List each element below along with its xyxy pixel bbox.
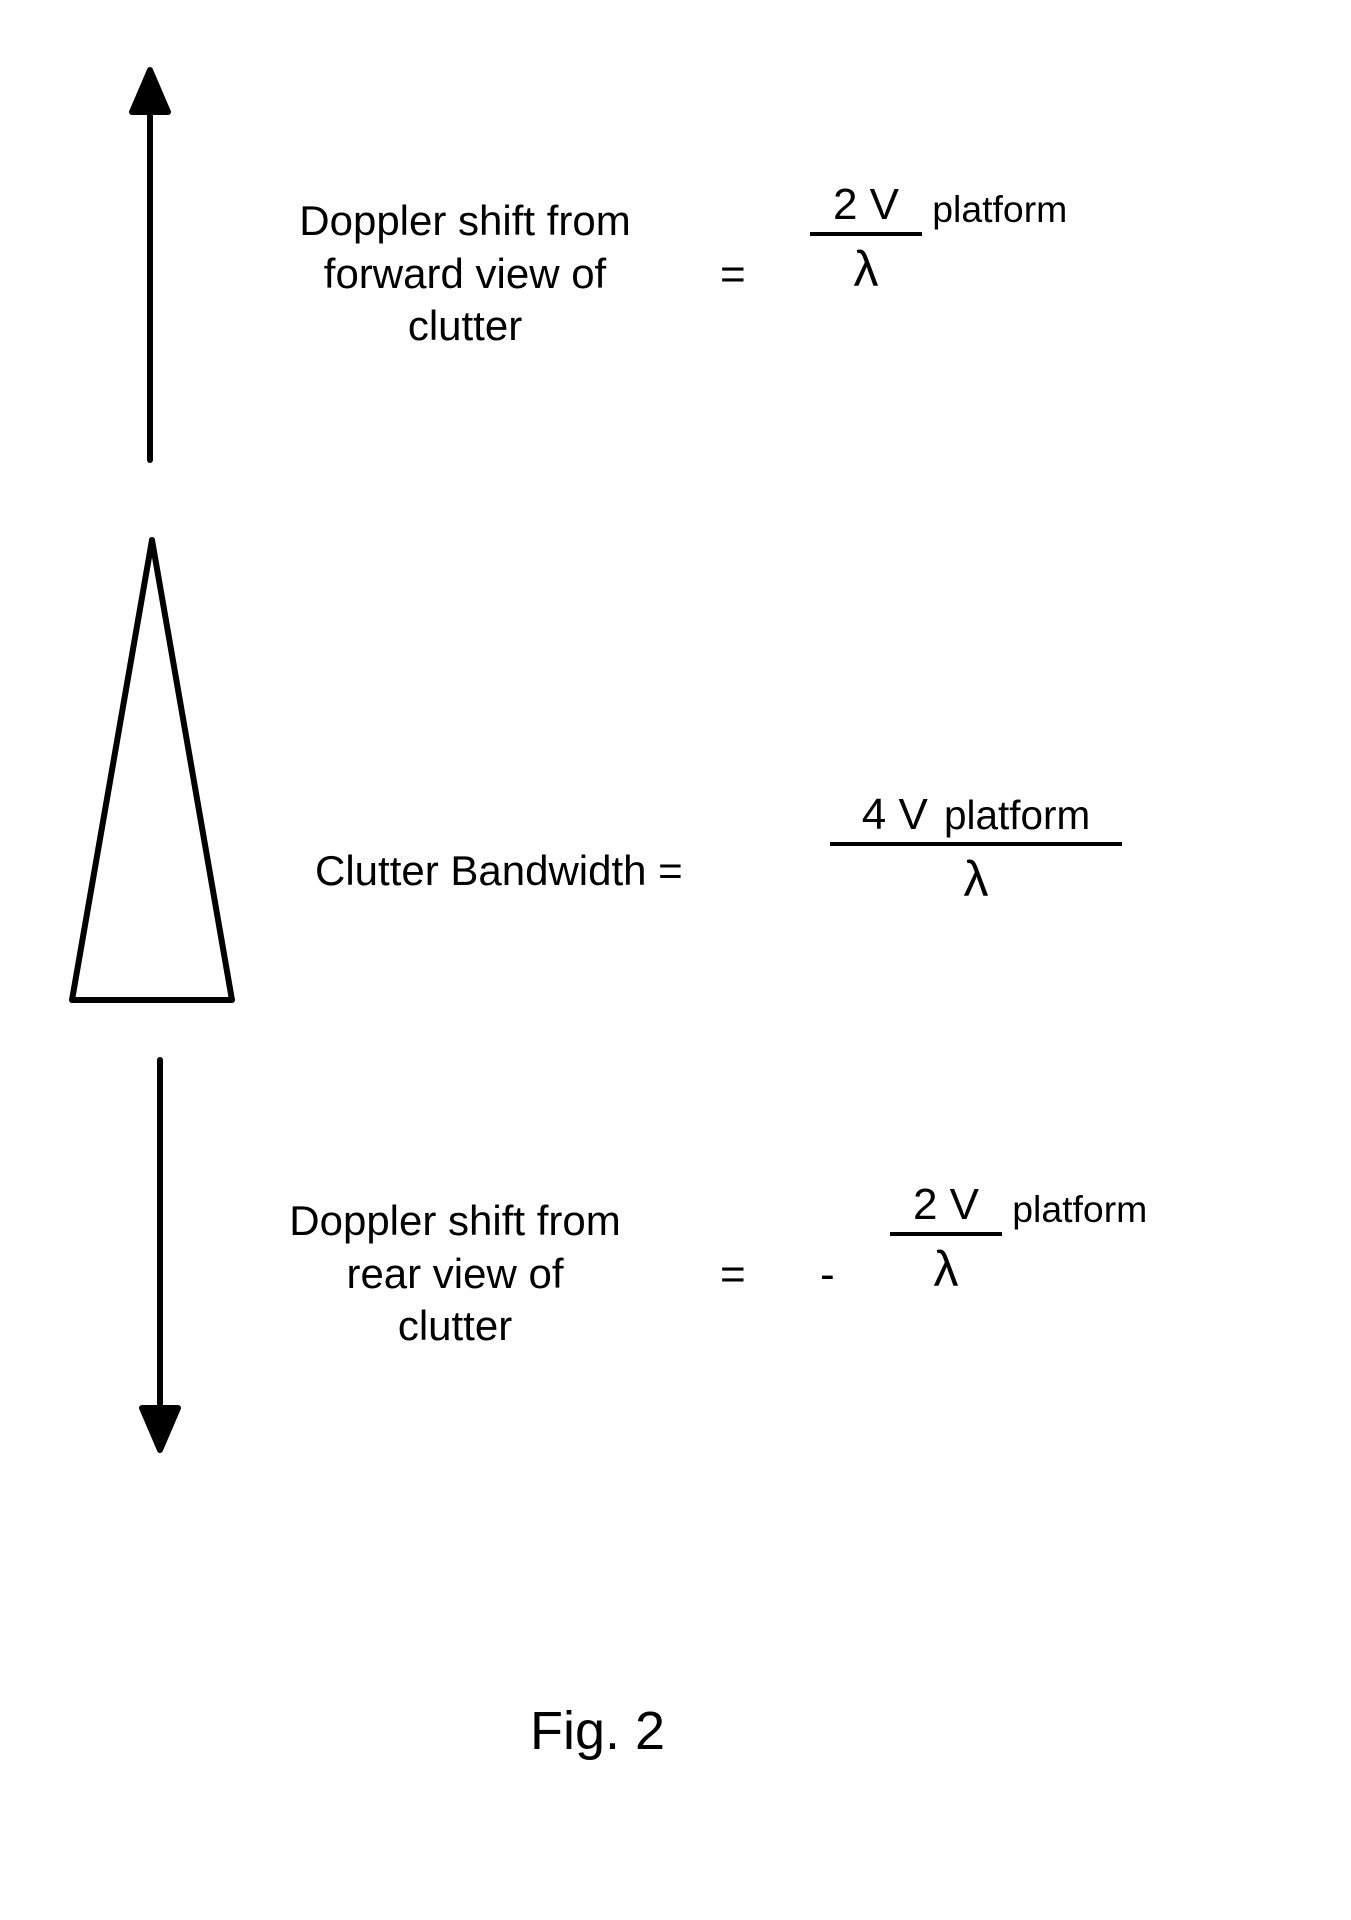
eq1-formula: 2 V λ platform xyxy=(810,180,1071,298)
eq2-num-sub: platform xyxy=(940,792,1090,838)
diagram-svg xyxy=(0,0,1351,1920)
eq3-label: Doppler shift from rear view of clutter xyxy=(250,1195,660,1353)
eq1-num-sub: platform xyxy=(930,188,1067,230)
eq3-fraction: 2 V λ xyxy=(890,1180,1002,1298)
figure-caption: Fig. 2 xyxy=(530,1700,665,1762)
eq3-equals: = xyxy=(720,1250,746,1300)
eq3-label-line3: clutter xyxy=(398,1302,512,1349)
eq3-num-sub: platform xyxy=(1010,1188,1147,1230)
eq2-denominator: λ xyxy=(830,846,1122,908)
eq2-fraction: 4 V platform λ xyxy=(830,790,1122,908)
eq3-numerator: 2 V xyxy=(890,1180,1002,1236)
eq1-label-line1: Doppler shift from xyxy=(299,197,630,244)
eq3-label-line2: rear view of xyxy=(346,1250,563,1297)
eq2-numerator: 4 V platform xyxy=(830,790,1122,846)
eq3-label-line1: Doppler shift from xyxy=(289,1197,620,1244)
eq1-fraction: 2 V λ xyxy=(810,180,922,298)
eq1-label-line3: clutter xyxy=(408,302,522,349)
eq1-numerator: 2 V xyxy=(810,180,922,236)
eq3-sign: - xyxy=(820,1250,835,1300)
eq1-denominator: λ xyxy=(810,236,922,298)
figure-page: { "figure_caption": "Fig. 2", "stroke_co… xyxy=(0,0,1351,1920)
eq2-num-coeff: 4 V xyxy=(862,790,928,839)
eq1-equals: = xyxy=(720,250,746,300)
eq3-denominator: λ xyxy=(890,1236,1002,1298)
eq1-label-line2: forward view of xyxy=(324,250,606,297)
eq3-num-coeff: 2 V xyxy=(913,1180,979,1229)
eq2-formula: 4 V platform λ xyxy=(830,790,1122,908)
eq1-label: Doppler shift from forward view of clutt… xyxy=(260,195,670,353)
eq3-formula: 2 V λ platform xyxy=(890,1180,1151,1298)
eq2-label: Clutter Bandwidth = xyxy=(315,845,683,898)
eq1-num-coeff: 2 V xyxy=(833,180,899,229)
